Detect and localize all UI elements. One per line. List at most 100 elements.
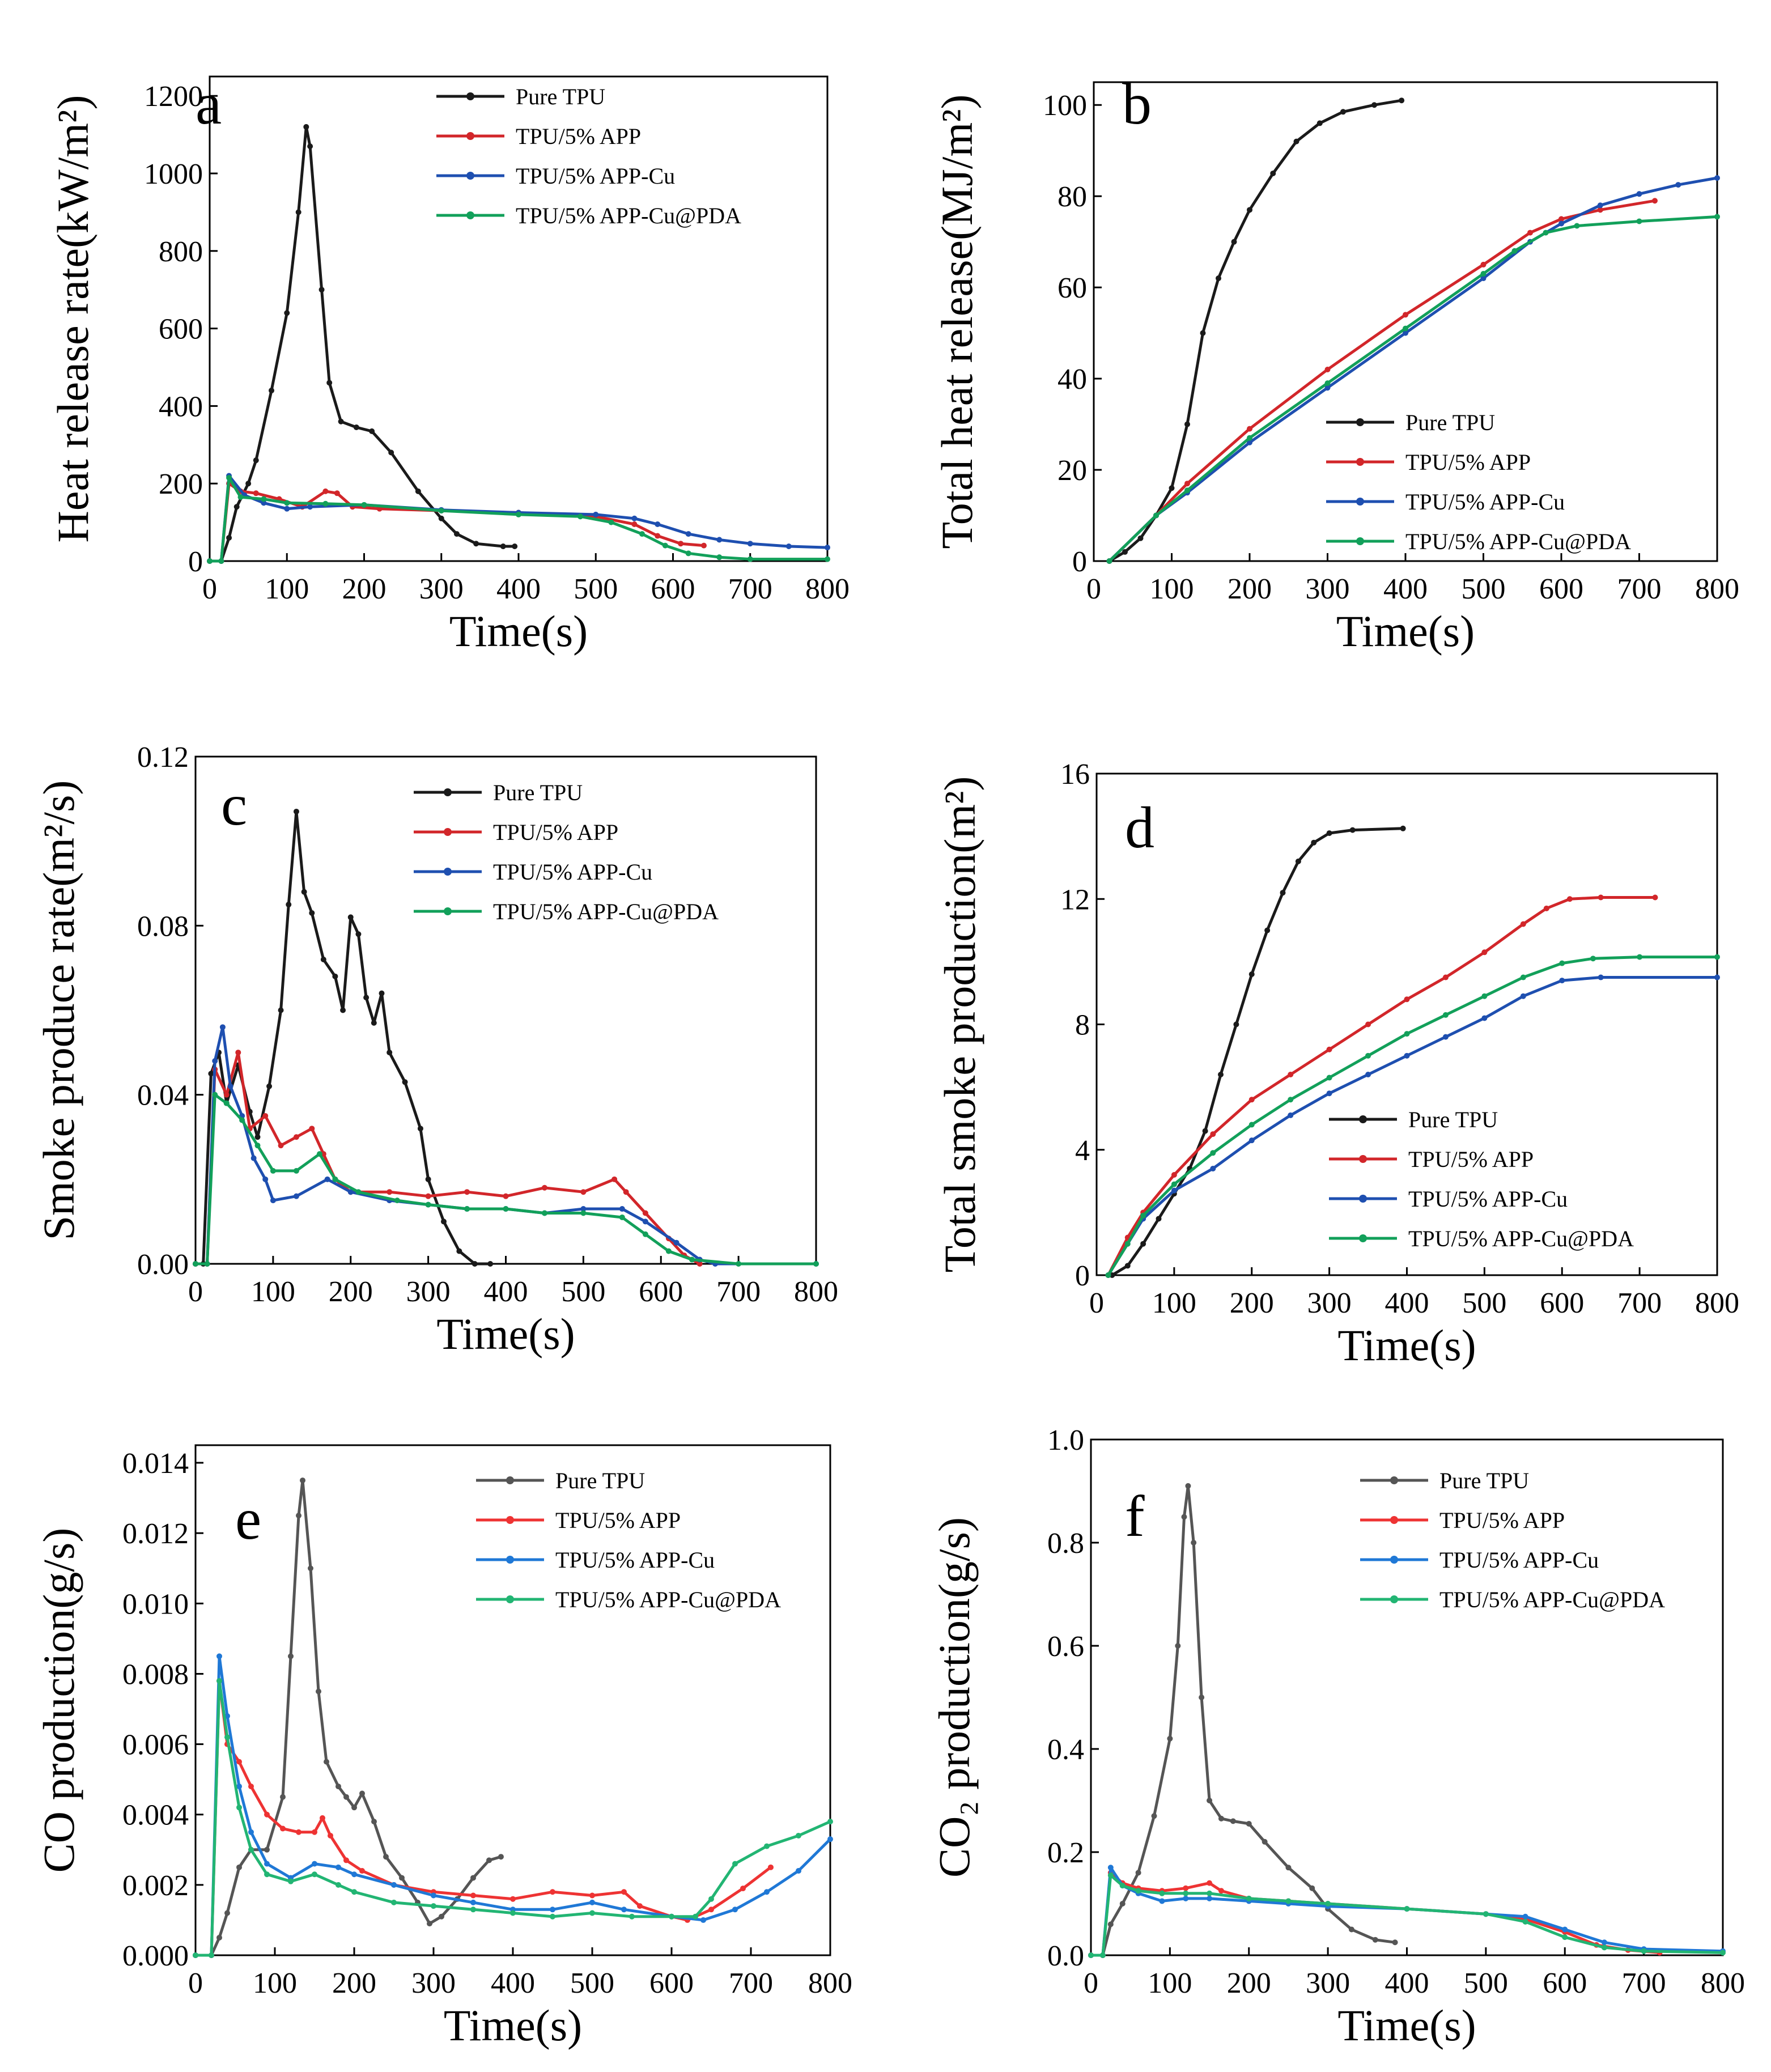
data-point [1233,1021,1239,1027]
data-point [216,1653,222,1659]
y-tick-label: 0.008 [122,1658,189,1691]
data-point [293,1134,299,1140]
data-point [1309,1885,1315,1891]
data-point [1442,1034,1449,1040]
data-point [212,1092,218,1098]
data-point [402,1079,408,1085]
y-tick-label: 4 [1075,1135,1090,1167]
x-tick-label: 600 [1543,1967,1587,1999]
data-point [1105,1272,1111,1278]
data-point [678,541,684,547]
data-point [1191,1540,1197,1545]
x-axis-title: Time(s) [1336,606,1475,656]
data-point [1124,1263,1131,1269]
legend-label: Pure TPU [555,1468,645,1493]
data-point [768,1864,774,1870]
data-point [1171,1187,1177,1194]
x-tick-label: 200 [1227,1967,1271,1999]
data-point [261,496,267,502]
data-point [473,541,479,547]
data-point [1295,858,1301,864]
data-point [732,1907,738,1913]
data-point [1106,558,1112,564]
data-point [343,1857,349,1863]
data-point [611,1176,618,1182]
data-point [1151,1813,1157,1819]
data-point [1562,1926,1568,1933]
data-point [219,1024,226,1030]
data-point [500,544,506,550]
data-point [1326,1075,1332,1081]
panel-letter: c [221,772,247,838]
data-point [716,554,723,561]
y-tick-label: 0.4 [1047,1734,1084,1766]
x-tick-label: 200 [1230,1287,1274,1319]
data-point [631,521,638,528]
data-point [1480,271,1487,277]
data-point [1311,839,1317,846]
y-tick-label: 8 [1075,1009,1090,1042]
x-tick-label: 100 [1150,573,1194,605]
x-tick-label: 800 [1701,1967,1745,1999]
data-point [334,490,340,496]
series-tpu-5-app [1105,894,1658,1278]
legend-label: TPU/5% APP-Cu@PDA [493,899,719,924]
y-tick-label: 400 [159,390,203,423]
data-point [340,1007,346,1013]
data-point [208,1071,214,1077]
data-point [280,1794,286,1800]
y-tick-label: 0 [1072,546,1087,578]
data-point [1480,261,1487,268]
x-axis-title: Time(s) [1337,2001,1476,2050]
legend-label: TPU/5% APP-Cu [555,1547,715,1573]
data-point [236,1804,242,1811]
series-line [1107,976,1719,1277]
legend-marker [466,92,474,100]
data-point [510,1910,516,1916]
legend: Pure TPU TPU/5% APP TPU/5% APP-Cu TPU/5% AP… [1326,410,1631,554]
data-point [470,1907,476,1913]
data-point [218,558,224,564]
data-point [629,1913,635,1920]
data-point [266,1083,273,1089]
legend: Pure TPU TPU/5% APP TPU/5% APP-Cu TPU/5% AP… [1329,1107,1634,1251]
data-point [301,889,307,895]
legend-label: TPU/5% APP-Cu@PDA [1439,1587,1665,1612]
data-point [383,1854,389,1860]
data-point [324,1176,330,1182]
data-point [1207,1890,1213,1896]
y-tick-label: 12 [1060,884,1090,916]
data-point [689,1256,695,1263]
x-tick-label: 300 [1306,1967,1350,1999]
data-point [669,1913,674,1920]
chart-panel-e: 0 100 200 300 400 500 600 700 800 0.000 0.002 0.004… [34,1444,852,2050]
y-axis-title: Total heat release(MJ/m²) [932,95,982,549]
data-point [236,1864,242,1870]
series-pure-tpu [1106,97,1405,564]
x-tick-label: 700 [1617,573,1662,605]
data-point [580,1189,587,1195]
data-point [1210,1165,1216,1171]
data-point [541,1210,547,1216]
y-axis-title: Smoke produce rate(m²/s) [34,780,83,1241]
legend-marker [506,1556,514,1564]
x-tick-label: 700 [729,1967,773,1999]
data-point [1372,1937,1378,1943]
panel-letter: e [235,1487,261,1552]
data-point [580,1206,587,1212]
legend-label: TPU/5% APP-Cu [516,163,675,189]
legend-marker [1356,458,1364,466]
data-point [332,973,338,979]
series-tpu-5-app-cu [193,1024,819,1267]
data-point [693,1913,698,1920]
data-point [438,508,444,514]
data-point [355,1189,362,1195]
data-point [1171,1172,1177,1178]
data-point [1247,426,1252,432]
y-tick-label: 0.8 [1047,1527,1084,1560]
chart-panel-b: 0 100 200 300 400 500 600 700 800 0 20 40 60 80 100 Tim… [932,71,1739,656]
series-line [1108,99,1403,563]
data-point [1099,1952,1106,1958]
data-point [1597,207,1603,213]
data-point [764,1889,770,1895]
